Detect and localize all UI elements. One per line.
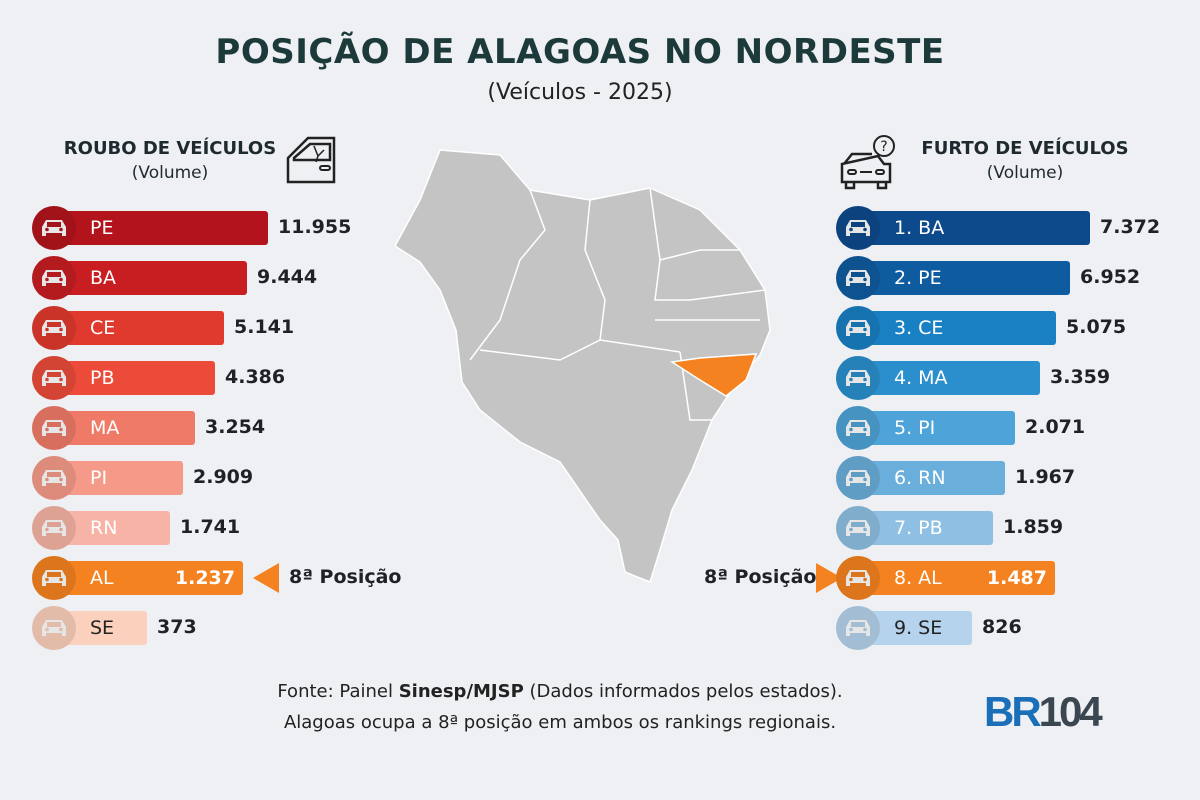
bar-value: 4.386 bbox=[225, 366, 286, 388]
footer-note: Fonte: Painel Sinesp/MJSP (Dados informa… bbox=[0, 676, 1120, 738]
left-chart-subtitle: (Volume) bbox=[131, 163, 209, 183]
bar-value: 1.741 bbox=[180, 516, 241, 538]
bar-label: 2. PE bbox=[894, 267, 942, 289]
bar-value: 826 bbox=[982, 616, 1022, 638]
car-icon bbox=[32, 456, 76, 500]
bar-label: 9. SE bbox=[894, 617, 943, 639]
page-title: POSIÇÃO DE ALAGOAS NO NORDESTE bbox=[215, 32, 945, 72]
left-panel-header: ROUBO DE VEÍCULOS (Volume) bbox=[50, 138, 290, 183]
bar-value: 1.859 bbox=[1003, 516, 1064, 538]
car-icon bbox=[836, 406, 880, 450]
position-label: 8ª Posição bbox=[289, 566, 402, 588]
bar-label: 6. RN bbox=[894, 467, 946, 489]
car-icon bbox=[836, 206, 880, 250]
bar-value: 5.075 bbox=[1066, 316, 1127, 338]
logo-br: BR bbox=[984, 688, 1042, 735]
car-icon bbox=[836, 556, 880, 600]
bar-right-3: 4. MA bbox=[836, 356, 1040, 400]
bar-value: 1.967 bbox=[1015, 466, 1076, 488]
car-icon bbox=[32, 506, 76, 550]
bar-value: 3.359 bbox=[1050, 366, 1111, 388]
nordeste-states-shape bbox=[394, 149, 771, 583]
car-icon bbox=[32, 406, 76, 450]
source-suffix: (Dados informados pelos estados). bbox=[523, 681, 843, 702]
bar-right-8: 9. SE bbox=[836, 606, 972, 650]
bar-label: RN bbox=[90, 517, 118, 539]
bar-label: SE bbox=[90, 617, 115, 639]
car-icon bbox=[32, 256, 76, 300]
bar-right-0: 1. BA bbox=[836, 206, 1090, 250]
bar-left-7: AL 1.237 bbox=[32, 556, 243, 600]
car-icon bbox=[32, 556, 76, 600]
bar-left-6: RN bbox=[32, 506, 170, 550]
bar-label: 8. AL bbox=[894, 567, 942, 589]
bar-left-4: MA bbox=[32, 406, 195, 450]
car-icon bbox=[836, 606, 880, 650]
bar-left-3: PB bbox=[32, 356, 215, 400]
bar-label: PI bbox=[90, 467, 108, 489]
bar-label: AL bbox=[90, 567, 114, 589]
bar-left-8: SE bbox=[32, 606, 147, 650]
bar-left-1: BA bbox=[32, 256, 247, 300]
bar-right-1: 2. PE bbox=[836, 256, 1070, 300]
source-name: Sinesp/MJSP bbox=[398, 681, 524, 702]
source-prefix: Fonte: Painel bbox=[277, 681, 399, 702]
bar-label: PB bbox=[90, 367, 115, 389]
bar-right-7: 8. AL 1.487 bbox=[836, 556, 1055, 600]
bar-right-5: 6. RN bbox=[836, 456, 1005, 500]
bar-label: 3. CE bbox=[894, 317, 944, 339]
car-icon bbox=[836, 506, 880, 550]
bar-value: 11.955 bbox=[278, 216, 352, 238]
bar-label: MA bbox=[90, 417, 120, 439]
car-icon bbox=[836, 306, 880, 350]
bar-value: 1.487 bbox=[986, 567, 1047, 589]
footer-line2: Alagoas ocupa a 8ª posição em ambos os r… bbox=[283, 712, 837, 733]
bar-label: 7. PB bbox=[894, 517, 943, 539]
svg-text:?: ? bbox=[880, 139, 887, 155]
bar-left-5: PI bbox=[32, 456, 183, 500]
alagoas-state bbox=[669, 353, 758, 397]
pointer-arrow bbox=[253, 563, 279, 593]
bar-label: 4. MA bbox=[894, 367, 948, 389]
state-borders bbox=[469, 187, 766, 421]
bar-value: 7.372 bbox=[1100, 216, 1161, 238]
bar-right-4: 5. PI bbox=[836, 406, 1015, 450]
car-icon bbox=[32, 206, 76, 250]
bar-value: 5.141 bbox=[234, 316, 295, 338]
car-icon bbox=[836, 256, 880, 300]
bar-label: 5. PI bbox=[894, 417, 936, 439]
bar-label: CE bbox=[90, 317, 116, 339]
bar-label: BA bbox=[90, 267, 117, 289]
car-question-icon: ? bbox=[840, 135, 895, 190]
bar-value: 373 bbox=[157, 616, 197, 638]
bar-label: 1. BA bbox=[894, 217, 945, 239]
broken-car-door-icon bbox=[286, 136, 336, 184]
car-icon bbox=[836, 456, 880, 500]
left-chart-title: ROUBO DE VEÍCULOS bbox=[63, 138, 277, 159]
right-chart-title: FURTO DE VEÍCULOS bbox=[921, 138, 1129, 159]
bar-value: 6.952 bbox=[1080, 266, 1141, 288]
bar-value: 2.071 bbox=[1025, 416, 1086, 438]
logo-num: 104 bbox=[1038, 688, 1103, 735]
bar-value: 2.909 bbox=[193, 466, 254, 488]
car-icon bbox=[836, 356, 880, 400]
car-icon bbox=[32, 356, 76, 400]
right-panel-header: FURTO DE VEÍCULOS (Volume) bbox=[900, 138, 1150, 183]
right-chart-subtitle: (Volume) bbox=[986, 163, 1064, 183]
car-icon bbox=[32, 606, 76, 650]
bar-right-6: 7. PB bbox=[836, 506, 993, 550]
bar-right-2: 3. CE bbox=[836, 306, 1056, 350]
bar-value: 1.237 bbox=[174, 567, 235, 589]
bar-value: 3.254 bbox=[205, 416, 266, 438]
car-icon bbox=[32, 306, 76, 350]
br104-logo: BR104 bbox=[984, 688, 1103, 736]
page-subtitle: (Veículos - 2025) bbox=[487, 80, 673, 105]
bar-left-2: CE bbox=[32, 306, 224, 350]
bar-left-0: PE bbox=[32, 206, 268, 250]
position-label: 8ª Posição bbox=[704, 566, 817, 588]
bar-label: PE bbox=[90, 217, 114, 239]
bar-value: 9.444 bbox=[257, 266, 318, 288]
